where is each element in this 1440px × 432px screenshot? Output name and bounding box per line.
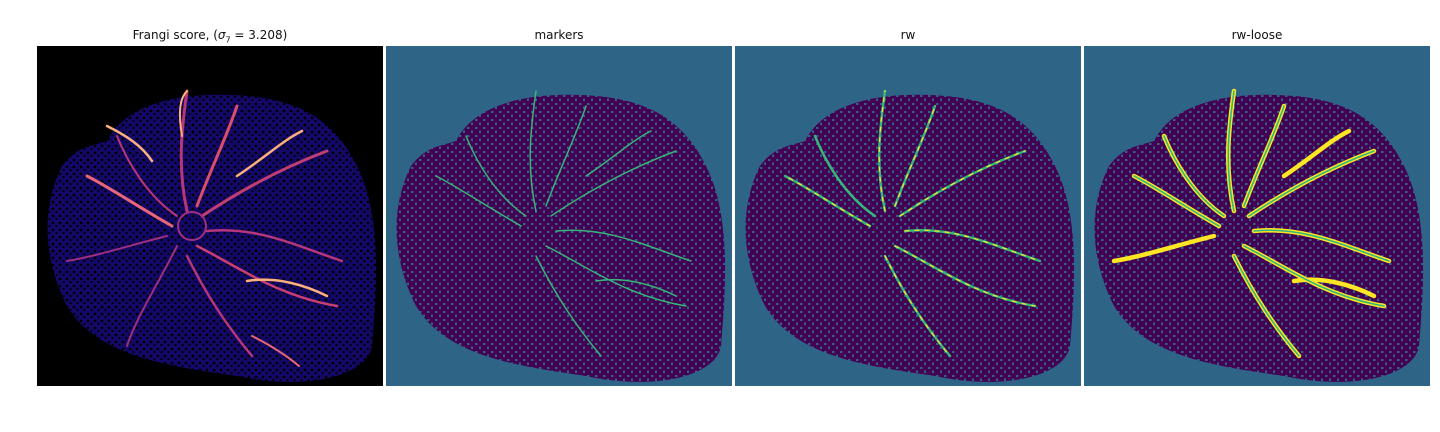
sigma-value: = 3.208) bbox=[230, 28, 288, 42]
markers-image-svg bbox=[386, 46, 732, 386]
frangi-image-svg bbox=[37, 46, 383, 386]
rw-panel-title: rw bbox=[900, 28, 916, 42]
tissue-region bbox=[396, 94, 726, 382]
rw-image-svg bbox=[735, 46, 1081, 386]
markers-image bbox=[386, 46, 732, 386]
title-text: Frangi score, ( bbox=[132, 28, 218, 42]
rw-image bbox=[735, 46, 1081, 386]
sigma-symbol: σ bbox=[217, 28, 226, 42]
frangi-score-image bbox=[37, 46, 383, 386]
rw-loose-vessels bbox=[1111, 88, 1392, 359]
tissue-region bbox=[745, 94, 1075, 382]
rw-loose-image-svg bbox=[1084, 46, 1430, 386]
optic-disc bbox=[177, 211, 207, 241]
tissue-region bbox=[47, 94, 377, 382]
rw-loose-image bbox=[1084, 46, 1430, 386]
vessels bbox=[66, 89, 344, 367]
rw-vessels bbox=[783, 89, 1042, 358]
rw-loose-panel-title: rw-loose bbox=[1231, 28, 1283, 42]
frangi-panel-title: Frangi score, (σ7 = 3.208) bbox=[37, 28, 383, 44]
sigma-subscript: 7 bbox=[225, 35, 231, 45]
marker-vessels bbox=[435, 90, 692, 357]
markers-panel-title: markers bbox=[534, 28, 584, 42]
